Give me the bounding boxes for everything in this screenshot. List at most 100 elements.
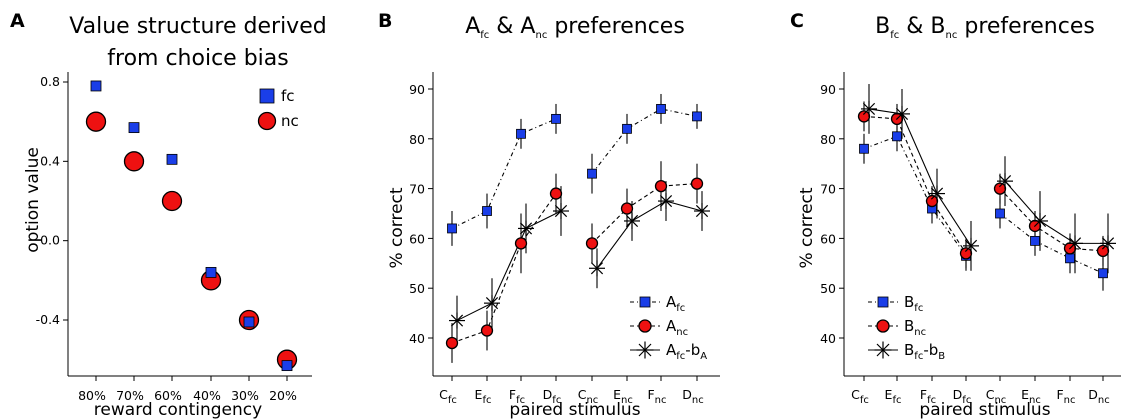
panel-b-y-tick-label: 90 (409, 82, 425, 97)
panel-c-y-tick-label: 80 (820, 132, 836, 147)
panel-a-y-tick-label: 0.4 (40, 153, 60, 168)
panel-a-y-tick-label: -0.4 (36, 312, 60, 327)
panel-c-legend-marker-fc-b (874, 341, 892, 359)
panel-a-x-tick-label: 30% (231, 388, 259, 403)
panel-c-y-tick-label: 70 (820, 182, 836, 197)
panel-c: C Bfc & Bnc preferences % correct paired… (790, 10, 1095, 419)
panel-b-point-fc-b (589, 260, 605, 277)
panel-a-point-fc (128, 122, 140, 134)
panel-c-point-fc-b (997, 173, 1013, 190)
panel-a-x-tick-label: 60% (154, 388, 182, 403)
panel-a-x-tick-label: 40% (193, 388, 221, 403)
panel-a-point-fc (166, 153, 178, 165)
panel-b-y-tick-label: 40 (409, 331, 425, 346)
panel-a-title-line-1: Value structure derived (69, 14, 326, 39)
panel-c-point-fc (1098, 268, 1108, 279)
panel-a-point-fc (205, 266, 217, 278)
panel-c-title: Bfc & Bnc preferences (875, 14, 1095, 41)
panel-b-y-tick-label: 80 (409, 132, 425, 147)
panel-c-legend-marker-fc (877, 296, 889, 308)
panel-b-point-nc (690, 177, 704, 190)
panel-b-point-fc-b (449, 312, 465, 329)
panel-b-legend-label-nc: Anc (666, 317, 688, 338)
panel-b-line-fc-b (456, 210, 562, 322)
panel-b-x-tick-label: Cnc (578, 387, 599, 406)
panel-c-legend-label-nc: Bnc (904, 317, 926, 338)
panel-b-point-fc-b (518, 220, 534, 237)
panel-c-legend-label-fc-b: Bfc-bB (904, 341, 945, 362)
panel-b-line-fc-b (596, 200, 703, 269)
panel-c-point-nc (993, 182, 1007, 195)
panel-c-line-nc (863, 115, 967, 254)
panel-c-point-fc (1030, 235, 1040, 246)
panel-a-x-tick-label: 70% (116, 388, 144, 403)
panel-a-point-fc (243, 316, 255, 328)
panel-b-title: Afc & Anc preferences (465, 14, 685, 41)
legend-nc-label: nc (281, 112, 299, 130)
panel-c-line-fc-b (1004, 180, 1108, 244)
panel-b-point-fc (622, 123, 632, 134)
panel-letter-a: A (10, 10, 25, 32)
panel-b-x-tick-label: Fnc (647, 387, 666, 406)
panel-b-line-fc (591, 108, 698, 174)
panel-c-point-fc (1065, 253, 1075, 264)
panel-b-legend-label-fc: Afc (666, 293, 685, 314)
panel-a-point-fc (281, 360, 293, 372)
legend-nc-marker (257, 111, 277, 131)
panel-b-line-nc (591, 183, 698, 244)
panel-c-point-fc-b (1067, 235, 1083, 252)
panel-b-y-axis-label: % correct (387, 187, 407, 268)
panel-b-x-tick-label: Efc (475, 387, 492, 406)
panel-b-point-fc-b (658, 193, 674, 210)
panel-c-x-axis-label: paired stimulus (919, 400, 1050, 419)
panel-c-point-fc-b (894, 105, 910, 122)
panel-a-point-nc (85, 111, 107, 132)
panel-a-x-tick-label: 20% (269, 388, 297, 403)
panel-b-point-nc (480, 324, 494, 337)
panel-b-y-tick-label: 70 (409, 182, 425, 197)
panel-b-point-nc (654, 179, 668, 193)
panel-c-point-fc-b (1032, 212, 1048, 229)
panel-c-legend-label-fc: Bfc (904, 293, 923, 314)
panel-c-line-nc (999, 188, 1104, 252)
panel-c-x-tick-label: Dnc (1088, 387, 1109, 406)
panel-a-x-axis-label: reward contingency (94, 400, 262, 419)
panel-c-point-fc-b (1100, 235, 1116, 252)
panel-c-x-tick-label: Cnc (986, 387, 1007, 406)
panel-b-legend-label-fc-b: Afc-bA (666, 341, 707, 362)
panel-a: A Value structure derived from choice bi… (10, 10, 327, 419)
panel-b: B Afc & Anc preferences % correct paired… (378, 10, 685, 419)
panel-b-point-fc-b (624, 212, 640, 229)
panel-c-y-tick-label: 40 (820, 331, 836, 346)
panel-c-x-tick-label: Ffc (920, 387, 936, 406)
panel-letter-b: B (378, 10, 392, 32)
panel-c-point-fc-b (929, 185, 945, 202)
panel-b-x-tick-label: Dnc (682, 387, 703, 406)
panel-letter-c: C (790, 10, 804, 32)
panel-b-x-tick-label: Cfc (439, 387, 457, 406)
panel-b-point-nc (585, 237, 599, 250)
panel-c-point-fc-b (861, 100, 877, 117)
panel-a-point-nc (161, 190, 183, 212)
panel-b-x-axis-label: paired stimulus (509, 400, 640, 419)
panel-c-y-tick-label: 90 (820, 82, 836, 97)
panel-c-point-nc (925, 194, 939, 208)
panel-b-point-fc (447, 223, 457, 234)
panel-a-y-tick-label: 0.8 (40, 74, 60, 89)
panel-c-x-tick-label: Cfc (851, 387, 869, 406)
panel-b-legend-marker-fc-b (636, 341, 654, 359)
panel-b-point-nc (620, 202, 634, 215)
panel-c-x-tick-label: Efc (885, 387, 902, 406)
panel-a-point-nc (123, 151, 145, 172)
panel-c-x-tick-label: Dfc (953, 387, 972, 406)
panel-b-point-fc-b (553, 203, 569, 220)
panel-c-line-fc (863, 135, 967, 257)
panel-a-x-tick-label: 80% (78, 388, 106, 403)
panel-b-point-fc (656, 104, 666, 114)
legend-fc-label: fc (281, 87, 295, 105)
legend-fc-marker (259, 88, 275, 104)
panel-b-legend-marker-fc (639, 296, 651, 308)
panel-b-x-tick-label: Dfc (543, 387, 562, 406)
panel-c-line-fc (999, 213, 1104, 274)
